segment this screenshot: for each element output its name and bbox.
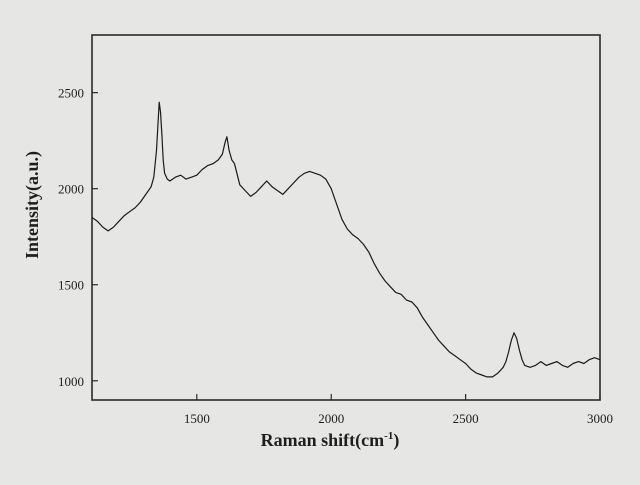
plot-frame <box>91 34 601 401</box>
y-axis-title: Intensity(a.u.) <box>22 151 43 259</box>
series-line-spectrum <box>91 101 601 378</box>
x-tick-label: 1500 <box>184 411 210 426</box>
y-tick-label: 1000 <box>58 374 84 389</box>
y-tick-label: 2000 <box>58 182 84 197</box>
y-axis-ticks: 1000 1500 2000 2500 <box>58 86 98 389</box>
y-tick-label: 2500 <box>58 86 84 101</box>
x-tick-label: 3000 <box>587 411 613 426</box>
y-tick-label: 1500 <box>58 278 84 293</box>
x-tick-label: 2000 <box>318 411 344 426</box>
x-axis-ticks: 1500 2000 2500 3000 <box>184 394 613 426</box>
x-tick-label: 2500 <box>453 411 479 426</box>
x-axis-title: Raman shift(cm-1) <box>261 430 400 451</box>
